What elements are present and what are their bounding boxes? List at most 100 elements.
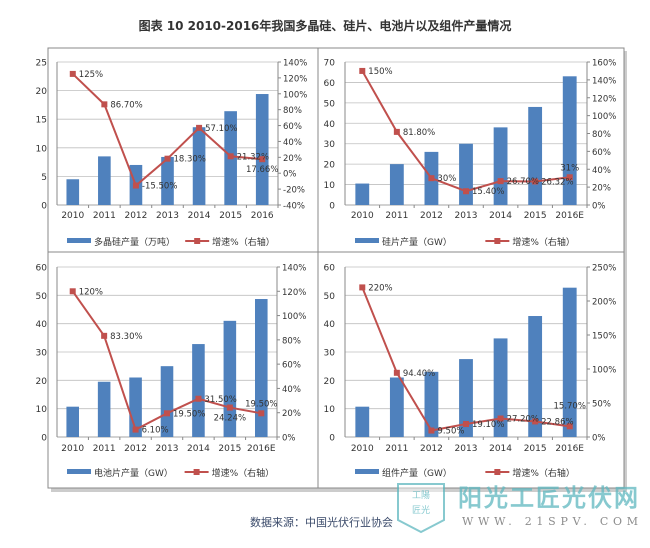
growth-marker [226, 404, 233, 411]
bar [424, 371, 439, 437]
y-tick-label: 10 [36, 144, 48, 154]
y-tick-label: 0 [329, 202, 335, 212]
y2-tick-label: 0% [283, 170, 297, 180]
data-source: 数据来源：中国光伏行业协会 [250, 516, 393, 529]
y2-tick-label: 120% [283, 74, 307, 84]
growth-marker [566, 174, 573, 181]
y-tick-label: 15 [36, 116, 47, 126]
data-label: -15.50% [142, 182, 177, 192]
data-label: 83.30% [110, 332, 142, 342]
growth-marker [428, 175, 435, 182]
bar [562, 76, 577, 205]
growth-marker [132, 426, 139, 433]
growth-marker [359, 284, 366, 291]
data-label: 125% [79, 70, 103, 80]
growth-marker [132, 182, 139, 189]
bar [192, 127, 206, 205]
growth-marker [164, 155, 171, 162]
y2-tick-label: -20% [283, 186, 305, 196]
bar [66, 406, 79, 437]
y-tick-label: 0 [329, 434, 335, 444]
y-tick-label: 30 [324, 140, 336, 150]
watermark-badge [397, 483, 445, 534]
x-tick-label: 2010 [61, 444, 84, 454]
y2-tick-label: 120% [592, 94, 616, 104]
x-tick-label: 2015 [218, 444, 241, 454]
bar [493, 338, 508, 437]
bar [192, 344, 205, 437]
growth-marker [196, 124, 203, 131]
bar [528, 106, 543, 205]
x-tick-label: 2016E [555, 444, 584, 454]
y2-tick-label: 0% [592, 202, 606, 212]
y2-tick-label: 20% [592, 184, 611, 194]
data-label: 86.70% [110, 100, 142, 110]
data-label: 18.30% [174, 155, 206, 165]
y2-tick-label: 250% [592, 264, 616, 274]
y2-tick-label: 140% [283, 59, 307, 69]
growth-marker [497, 415, 504, 422]
y-tick-label: 60 [36, 264, 48, 274]
growth-marker [393, 369, 400, 376]
y-tick-label: 20 [324, 161, 336, 171]
data-label: 19.10% [472, 420, 504, 430]
y2-tick-label: 140% [282, 264, 306, 274]
y2-tick-label: 0% [282, 434, 296, 444]
legend-bar-swatch [67, 238, 91, 243]
y-tick-label: 40 [324, 320, 336, 330]
growth-marker [164, 410, 170, 417]
legend-bar-swatch [355, 238, 379, 243]
data-label: 9.50% [437, 427, 464, 437]
x-tick-label: 2014 [489, 444, 512, 454]
y2-tick-label: 120% [282, 288, 306, 298]
x-tick-label: 2013 [156, 444, 179, 454]
data-label: 19.50% [245, 399, 277, 409]
y2-tick-label: 100% [592, 112, 616, 122]
bar [459, 143, 473, 205]
y2-tick-label: 60% [283, 122, 302, 132]
bar [459, 359, 473, 437]
legend-bar-label: 多晶硅产量（万吨） [94, 236, 175, 248]
x-tick-label: 2015 [524, 211, 547, 221]
figure-title: 图表 10 2010-2016年我国多晶硅、硅片、电池片以及组件产量情况 [138, 19, 512, 33]
data-label: 26.70% [507, 177, 539, 187]
x-tick-label: 2013 [455, 211, 478, 221]
y-tick-label: 20 [36, 377, 48, 387]
y-tick-label: 50 [36, 292, 48, 302]
data-label: 27.20% [507, 415, 539, 425]
bar [98, 156, 111, 205]
data-label: 19.50% [173, 409, 205, 419]
bar [493, 127, 508, 205]
frame [47, 47, 625, 489]
y-tick-label: 5 [41, 173, 47, 183]
legend-bar-label: 组件产量（GW） [382, 467, 452, 479]
bar [160, 366, 174, 437]
legend-bar-label: 电池片产量（GW） [94, 467, 173, 479]
x-tick-label: 2010 [351, 444, 374, 454]
x-tick-label: 2011 [93, 444, 116, 454]
y2-tick-label: 100% [592, 366, 616, 376]
x-tick-label: 2012 [420, 444, 443, 454]
y-tick-label: 60 [324, 264, 336, 274]
growth-marker [497, 178, 504, 185]
data-label: 220% [368, 283, 392, 293]
subchart-3: 0 10 20 30 40 50 60 0% 20% 40% 60% 80% 100% 120% 140% 2… [36, 264, 307, 480]
growth-marker [359, 67, 366, 74]
legend-line-marker [193, 469, 200, 475]
growth-marker [101, 332, 108, 339]
legend-line-marker [494, 238, 501, 244]
y2-tick-label: 80% [283, 106, 302, 116]
x-tick-label: 2016E [247, 444, 276, 454]
legend-bar-swatch [67, 469, 91, 474]
x-tick-label: 2014 [188, 211, 211, 221]
data-label: 81.80% [403, 128, 435, 138]
y-tick-label: 40 [324, 120, 336, 130]
x-tick-label: 2015 [524, 444, 547, 454]
subchart-1: 0 5 10 15 20 25 -40% -20% 0% 20% 40% 60% 80% 100% 120%… [36, 59, 308, 249]
y-tick-label: 50 [324, 292, 336, 302]
growth-marker [195, 395, 202, 402]
growth-marker [532, 178, 539, 185]
legend-line-label: 增速%（右轴） [512, 236, 575, 248]
bar [255, 94, 269, 205]
